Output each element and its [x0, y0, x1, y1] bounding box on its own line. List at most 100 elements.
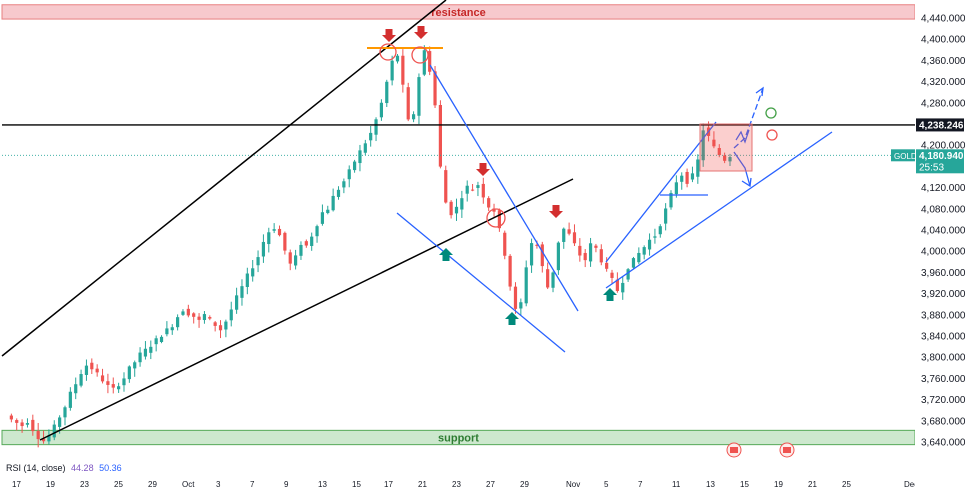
top-circle-2[interactable]	[411, 46, 429, 64]
candle-body	[556, 242, 560, 271]
candle-body	[36, 430, 40, 440]
candle-body	[578, 245, 582, 256]
time-tick-label: 13	[318, 481, 327, 489]
candle-body	[197, 316, 201, 320]
sell-arrow-icon	[414, 26, 428, 39]
candle-body	[540, 244, 544, 267]
green-circle[interactable]	[765, 107, 777, 119]
candle-body	[68, 391, 72, 408]
candle-body	[84, 365, 89, 375]
price-tick-label: 3,720.000	[921, 395, 966, 406]
sell-arrow-icon	[382, 29, 396, 42]
red-circle[interactable]	[766, 129, 778, 141]
breakdown-circle[interactable]	[486, 208, 506, 228]
bullish-projection-path[interactable]	[733, 87, 764, 149]
candle-body	[497, 210, 501, 229]
buy-arrow-icon	[505, 312, 519, 325]
time-tick-label: 25	[842, 481, 851, 489]
candle-body	[417, 77, 421, 116]
candle-body	[374, 119, 378, 135]
candle-body	[513, 286, 518, 309]
rsi-legend: RSI (14, close) 44.28 50.36	[6, 463, 125, 473]
candle-body	[358, 150, 362, 164]
descending-channel-lower[interactable]	[396, 212, 566, 353]
candle-body	[433, 71, 437, 106]
level-price-label: 4,238.246	[919, 120, 964, 131]
candle-body	[723, 155, 727, 161]
candle-body	[127, 366, 131, 380]
candle-body	[546, 269, 550, 288]
candle-body	[728, 157, 732, 162]
level-price-tag	[916, 118, 964, 132]
candle-body	[588, 243, 593, 262]
candle-body	[363, 143, 367, 153]
candle-body	[406, 87, 410, 120]
time-tick-label: 29	[520, 481, 529, 489]
price-tick-label: 4,040.000	[921, 226, 966, 237]
candle-body	[529, 243, 534, 266]
ascending-channel-upper[interactable]	[605, 121, 717, 263]
price-tick-label: 4,120.000	[921, 183, 966, 194]
candle-body	[567, 229, 571, 234]
candle-body	[202, 314, 207, 321]
price-tick-label: 4,080.000	[921, 204, 966, 215]
candle-body	[460, 198, 464, 210]
candle-body	[524, 267, 528, 304]
candle-body	[165, 328, 169, 335]
bearish-projection-path[interactable]	[733, 151, 751, 187]
candle-body	[154, 338, 158, 345]
candle-body	[642, 247, 646, 255]
lower-channel-line[interactable]	[39, 178, 574, 441]
consolidation-box[interactable]	[699, 123, 753, 172]
price-tick-label: 3,760.000	[921, 374, 966, 385]
candle-body	[74, 384, 78, 394]
candle-body	[9, 415, 13, 420]
symbol-tag	[891, 149, 915, 162]
price-tick-label: 3,840.000	[921, 332, 966, 343]
candle-body	[605, 262, 609, 269]
candle-body	[535, 244, 539, 246]
candle-body	[680, 175, 684, 182]
time-tick-label: 15	[740, 481, 749, 489]
time-tick-label: 5	[604, 481, 609, 489]
candle-body	[444, 170, 448, 203]
candle-body	[176, 317, 180, 328]
price-tick-label: 4,200.000	[921, 141, 966, 152]
sell-arrow-icon	[549, 205, 563, 218]
time-tick-label: 19	[774, 481, 783, 489]
bullish-arrow-head	[755, 86, 764, 97]
upper-channel-line[interactable]	[1, 0, 447, 357]
candle-body	[213, 322, 217, 326]
flag-glyph	[783, 447, 791, 453]
candle-body	[519, 302, 523, 309]
ascending-channel-lower[interactable]	[605, 131, 833, 289]
candle-body	[631, 258, 636, 268]
candle-body	[621, 282, 625, 293]
price-axis: 4,440.000 4,400.000 4,360.000 4,320.000 4,28…	[891, 0, 970, 489]
top-circle-1[interactable]	[379, 43, 397, 61]
candle-body	[664, 208, 668, 224]
candle-body	[240, 286, 244, 298]
rsi-value-2: 50.36	[99, 463, 122, 473]
time-tick-label: 13	[706, 481, 715, 489]
symbol-label: GOLD	[894, 152, 917, 161]
candle-body	[503, 232, 507, 256]
candle-body	[508, 255, 512, 287]
candle-body	[192, 313, 196, 317]
candle-body	[288, 252, 292, 264]
candle-body	[658, 226, 662, 235]
candle-body	[143, 348, 148, 357]
trendline-drawings	[1, 0, 915, 441]
candle-body	[235, 295, 239, 310]
price-tick-label: 3,680.000	[921, 416, 966, 427]
candle-body	[95, 368, 99, 373]
candle-body	[610, 272, 614, 278]
candle-body	[390, 60, 394, 81]
time-tick-label: 17	[384, 481, 393, 489]
price-axis-bg	[915, 0, 970, 489]
candle-body	[320, 212, 325, 224]
descending-channel-upper[interactable]	[429, 64, 579, 312]
candle-body	[615, 279, 619, 291]
candle-body	[294, 255, 298, 266]
